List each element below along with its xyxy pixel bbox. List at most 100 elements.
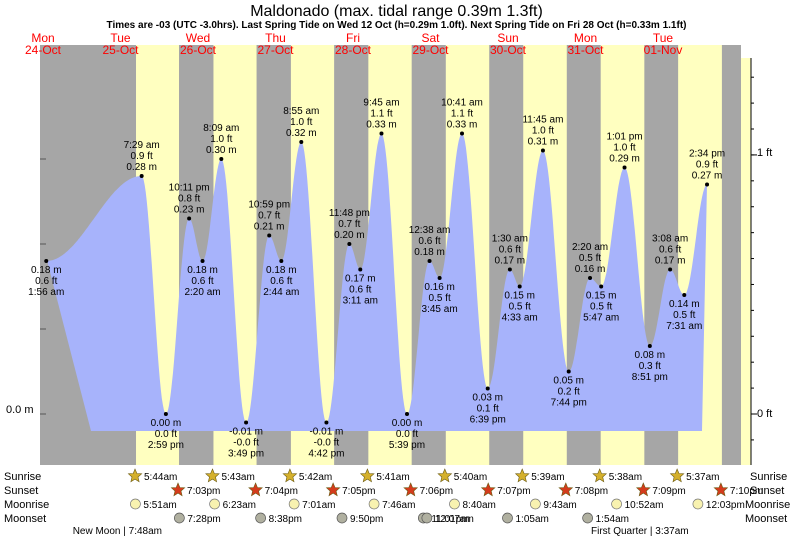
- tide-ft-label: -0.0 ft: [314, 438, 340, 449]
- moonrise-icon: [611, 498, 622, 510]
- tide-time-label: 3:45 am: [422, 304, 458, 315]
- moonrise-icon: [288, 498, 300, 510]
- moonset-time: 1:54am: [596, 514, 629, 525]
- tide-ft-label: 0.5 ft: [673, 310, 695, 321]
- sunset-time: 7:05pm: [342, 486, 375, 497]
- tide-time-label: 3:08 am: [652, 234, 688, 245]
- tide-m-label: 0.21 m: [254, 222, 285, 233]
- day-header-dow: Wed: [186, 31, 210, 45]
- tide-time-label: 2:44 am: [263, 287, 299, 298]
- day-headers: Mon24-OctTue25-OctWed26-OctThu27-OctFri2…: [25, 31, 682, 57]
- tide-ft-label: 0.0 ft: [155, 429, 177, 440]
- day-header-dow: Tue: [110, 31, 131, 45]
- tide-extreme-dot: [485, 386, 490, 391]
- day-header-date: 01-Nov: [644, 43, 683, 57]
- tide-time-label: 8:09 am: [203, 123, 239, 134]
- day-header-dow: Thu: [265, 31, 286, 45]
- sunrise-icon: [514, 468, 530, 483]
- sunset-time: 7:09pm: [652, 486, 685, 497]
- moonset-icon: [582, 512, 593, 524]
- tide-time-label: 7:44 pm: [551, 398, 587, 409]
- tide-m-label: 0.05 m: [553, 376, 584, 387]
- sunset-time: 7:08pm: [575, 486, 608, 497]
- moonrise-time: 7:46am: [382, 500, 415, 511]
- tide-time-label: 3:49 pm: [228, 449, 264, 460]
- tide-time-label: 4:33 am: [502, 313, 538, 324]
- tide-extreme-dot: [163, 412, 168, 416]
- day-header-date: 24-Oct: [25, 43, 62, 57]
- row-label-moonset-right: Moonset: [745, 513, 787, 525]
- row-label-moonrise-left: Moonrise: [4, 499, 49, 511]
- moonrise-time: 10:52am: [625, 500, 664, 511]
- tide-extreme-dot: [427, 259, 432, 263]
- tide-extreme-dot: [244, 420, 249, 425]
- tide-extreme-dot: [200, 259, 205, 263]
- moonrise-icon: [530, 498, 541, 510]
- tide-m-label: 0.15 m: [504, 291, 535, 302]
- day-header-dow: Sun: [497, 31, 518, 45]
- right-axis-label-0ft: 0 ft: [757, 408, 772, 420]
- tide-time-label: 5:39 pm: [389, 440, 425, 451]
- sunset-time: 7:04pm: [265, 486, 298, 497]
- tide-m-label: 0.18 m: [266, 265, 297, 276]
- tide-labels: 0.18 m0.6 ft1:56 am7:29 am0.9 ft0.28 m0.…: [28, 98, 725, 460]
- sunset-icon: [325, 482, 341, 497]
- moonset-time: 1:05am: [515, 514, 548, 525]
- moonset-time: 11:01pm: [431, 514, 469, 525]
- tide-time-label: 2:20 am: [572, 242, 608, 253]
- tide-ft-label: 0.8 ft: [178, 194, 200, 205]
- row-label-moonset-left: Moonset: [4, 513, 46, 525]
- tide-m-label: 0.18 m: [414, 247, 445, 258]
- sunrise-time: 5:44am: [144, 472, 177, 483]
- tide-extreme-dot: [404, 412, 409, 416]
- day-header-dow: Mon: [574, 31, 597, 45]
- tide-m-label: 0.16 m: [575, 264, 606, 275]
- tide-extreme-dot: [705, 182, 710, 187]
- tide-m-label: 0.27 m: [692, 171, 723, 182]
- tide-time-label: 5:47 am: [583, 313, 619, 324]
- tide-extreme-dot: [668, 267, 673, 272]
- row-label-sunrise-right: Sunrise: [750, 471, 787, 483]
- row-label-sunset-right: Sunset: [750, 485, 784, 497]
- sun-moon-table: Sunrise Sunset Moonrise Moonset Sunrise …: [4, 468, 790, 537]
- tide-ft-label: 1.0 ft: [532, 126, 554, 137]
- sunset-time: 7:10pm: [730, 486, 763, 497]
- sunset-icon: [558, 482, 574, 497]
- tide-ft-label: 0.5 ft: [590, 302, 612, 313]
- tide-extreme-dot: [44, 259, 49, 263]
- moonrise-icon: [368, 498, 380, 510]
- day-header-dow: Tue: [653, 31, 674, 45]
- day-header-date: 30-Oct: [490, 43, 527, 57]
- tide-m-label: 0.28 m: [126, 162, 157, 173]
- tide-extreme-dot: [347, 242, 352, 246]
- tide-m-label: 0.08 m: [635, 350, 666, 361]
- moonrise-time: 5:51am: [143, 500, 176, 511]
- moonrise-icon: [692, 498, 704, 510]
- tide-m-label: -0.01 m: [309, 427, 343, 438]
- tide-time-label: 1:01 pm: [606, 132, 642, 143]
- sunrise-time: 5:42am: [299, 472, 332, 483]
- day-header-date: 25-Oct: [102, 43, 139, 57]
- tide-m-label: 0.29 m: [609, 154, 640, 165]
- tide-extreme-dot: [187, 216, 192, 221]
- moonrise-time: 8:40am: [462, 500, 495, 511]
- tide-time-label: 12:38 am: [409, 225, 451, 236]
- tide-m-label: 0.18 m: [31, 265, 62, 276]
- tide-ft-label: 0.0 ft: [396, 429, 418, 440]
- moonset-time: 7:28pm: [187, 514, 220, 525]
- tide-extreme-dot: [622, 165, 627, 170]
- day-header-dow: Mon: [31, 31, 54, 45]
- moon-phase-first-quarter: First Quarter | 3:37am: [591, 526, 689, 537]
- tide-m-label: 0.14 m: [669, 299, 700, 310]
- tide-m-label: 0.17 m: [655, 256, 686, 267]
- left-axis-label: 0.0 m: [6, 404, 34, 416]
- sunrise-icon: [282, 468, 298, 483]
- tide-extreme-dot: [358, 267, 363, 272]
- tide-extreme-dot: [379, 131, 384, 136]
- row-label-moonrise-right: Moonrise: [745, 499, 790, 511]
- tide-extreme-dot: [459, 131, 464, 136]
- tide-extreme-dot: [599, 284, 604, 289]
- tide-ft-label: 0.5 ft: [428, 293, 450, 304]
- tide-m-label: -0.01 m: [229, 427, 263, 438]
